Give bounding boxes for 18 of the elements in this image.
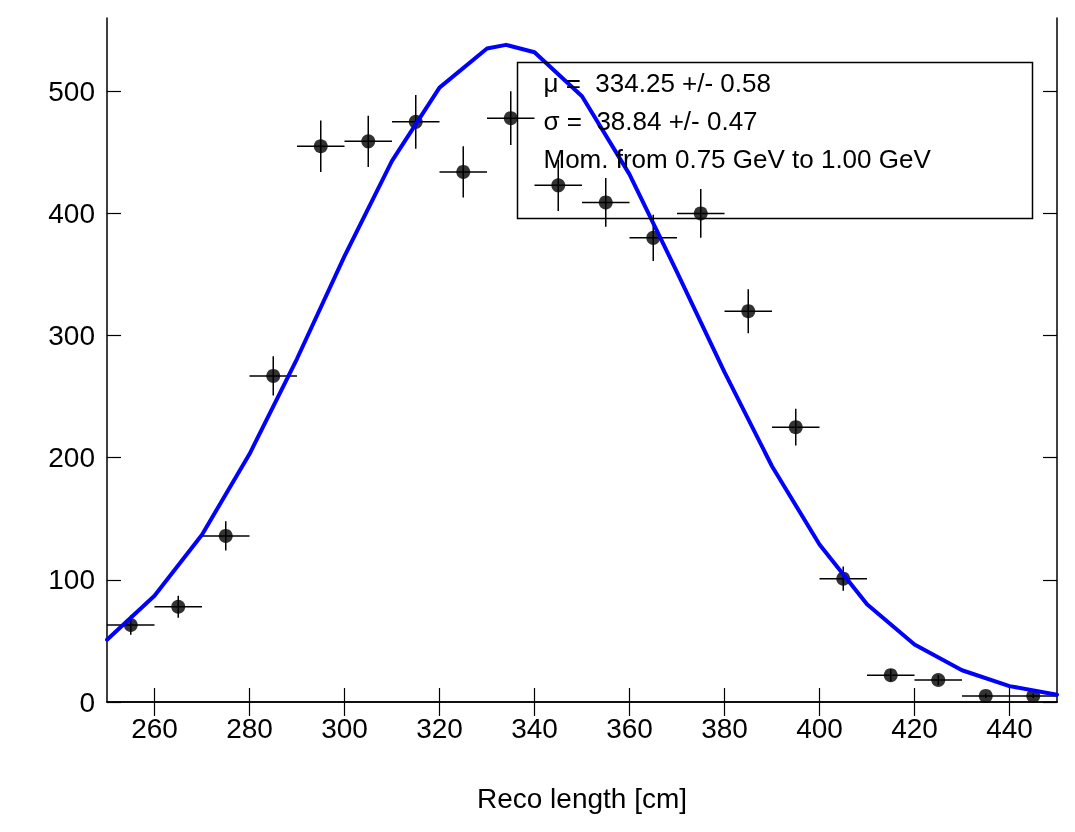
y-tick-label: 200: [48, 442, 95, 474]
y-tick-label: 0: [79, 686, 95, 718]
x-tick-label: 360: [606, 712, 653, 744]
x-tick-label: 260: [131, 712, 178, 744]
x-tick-label: 340: [511, 712, 558, 744]
x-tick-label: 440: [986, 712, 1033, 744]
y-tick-label: 300: [48, 320, 95, 352]
y-tick-label: 400: [48, 197, 95, 229]
x-tick-label: 280: [226, 712, 273, 744]
x-axis-title: Reco length [cm]: [476, 782, 688, 814]
y-tick-label: 500: [48, 75, 95, 107]
x-tick-label: 380: [701, 712, 748, 744]
x-tick-label: 400: [796, 712, 843, 744]
x-tick-label: 320: [416, 712, 463, 744]
annotation: σ = 38.84 +/- 0.47: [543, 105, 758, 136]
y-tick-label: 100: [48, 564, 95, 596]
x-tick-label: 420: [891, 712, 938, 744]
x-tick-label: 300: [321, 712, 368, 744]
